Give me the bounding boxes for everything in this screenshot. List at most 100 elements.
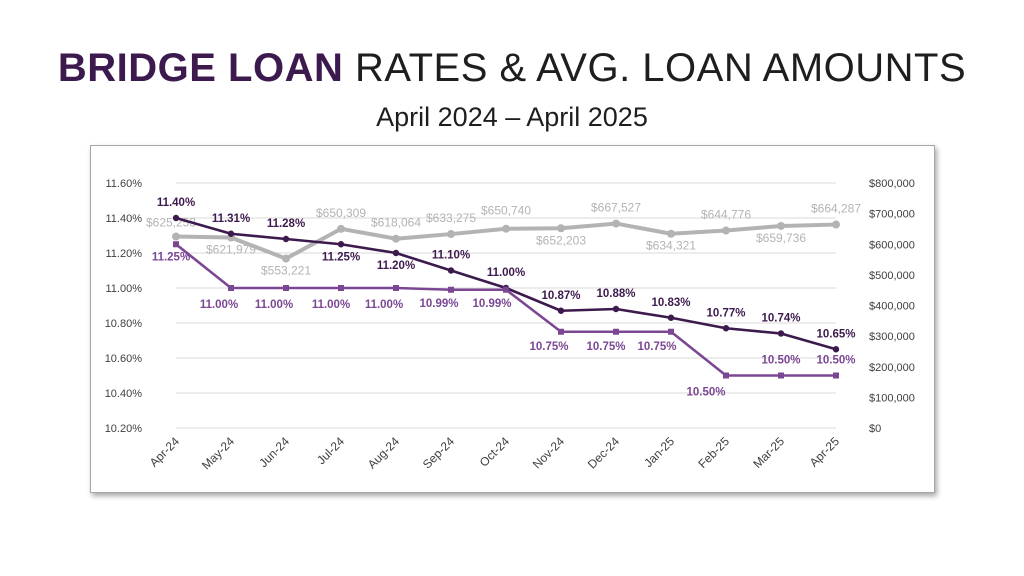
y-right-tick-label: $100,000 xyxy=(869,392,915,404)
data-point xyxy=(723,372,729,379)
data-label: 11.00% xyxy=(255,299,293,311)
data-label: 11.10% xyxy=(432,250,470,262)
x-tick-label: May-24 xyxy=(199,434,237,472)
data-point xyxy=(832,220,840,229)
y-right-tick-label: $300,000 xyxy=(869,331,915,343)
x-tick-label: Apr-25 xyxy=(807,434,843,470)
y-left-tick-label: 10.20% xyxy=(105,423,143,435)
data-label: 10.50% xyxy=(761,355,800,367)
data-point xyxy=(227,230,235,237)
data-point xyxy=(613,328,619,335)
chart-svg: 10.20% 10.40% 10.60% 10.80% 11.00% 11.20% 11.4… xyxy=(105,178,915,472)
data-label: $553,221 xyxy=(261,264,311,278)
data-label: 11.28% xyxy=(267,218,305,230)
data-label: 10.75% xyxy=(637,341,676,353)
y-right-tick-label: $200,000 xyxy=(869,362,915,374)
data-label: $644,776 xyxy=(701,208,751,222)
data-label: $667,527 xyxy=(591,201,641,215)
data-label: 10.83% xyxy=(651,297,690,309)
data-point xyxy=(393,285,399,291)
title-rest: RATES & AVG. LOAN AMOUNTS xyxy=(354,46,967,90)
chart-subtitle: April 2024 – April 2025 xyxy=(376,102,648,132)
x-tick-label: Nov-24 xyxy=(530,434,567,471)
data-point xyxy=(777,221,785,230)
data-label: $664,287 xyxy=(811,202,861,216)
data-point xyxy=(392,249,400,257)
title-accent: BRIDGE LOAN xyxy=(57,46,344,90)
x-tick-label: Oct-24 xyxy=(477,434,513,470)
data-label: 11.25% xyxy=(152,251,190,263)
data-point xyxy=(558,328,564,335)
y-right-tick-label: $800,000 xyxy=(869,178,915,190)
data-label: 10.75% xyxy=(529,341,568,353)
y-left-tick-label: 11.00% xyxy=(106,283,143,295)
data-point xyxy=(282,254,290,263)
y-right-tick-label: $600,000 xyxy=(869,239,915,251)
y-left-tick-label: 10.40% xyxy=(105,388,143,400)
x-tick-label: Sep-24 xyxy=(420,434,457,471)
x-tick-label: Jul-24 xyxy=(314,434,347,467)
data-point xyxy=(778,372,784,379)
y-left-tick-label: 11.60% xyxy=(106,178,143,190)
data-point xyxy=(172,232,180,241)
x-tick-label: Jan-25 xyxy=(641,434,677,470)
data-label: 11.00% xyxy=(365,299,403,311)
data-label: 10.75% xyxy=(586,341,625,353)
x-tick-label: Apr-24 xyxy=(147,434,183,470)
y-right-tick-label: $400,000 xyxy=(869,301,915,313)
data-point xyxy=(392,234,400,243)
x-tick-label: Dec-24 xyxy=(585,434,622,471)
data-point xyxy=(283,285,289,291)
data-point xyxy=(722,325,730,332)
data-point xyxy=(337,241,345,248)
data-point xyxy=(667,229,675,238)
y-left-tick-label: 10.60% xyxy=(105,353,143,365)
data-point xyxy=(447,267,455,274)
data-point xyxy=(668,328,674,335)
data-point xyxy=(557,307,565,314)
data-label: 11.00% xyxy=(200,299,238,311)
data-label: 11.25% xyxy=(322,251,360,263)
data-label: 10.74% xyxy=(761,313,800,325)
y-left-tick-label: 11.40% xyxy=(106,213,143,225)
x-tick-label: Aug-24 xyxy=(365,434,402,471)
data-point xyxy=(337,224,345,233)
y-right-tick-label: $0 xyxy=(869,423,881,435)
data-label: 10.65% xyxy=(816,328,855,340)
y-left-tick-label: 11.20% xyxy=(106,248,143,260)
series-line-2 xyxy=(175,216,837,351)
y-right-tick-label: $500,000 xyxy=(869,270,915,282)
data-point xyxy=(447,230,455,239)
data-label: $650,740 xyxy=(481,204,531,218)
y-right-tick-label: $700,000 xyxy=(869,209,915,221)
data-label: $621,979 xyxy=(206,243,256,257)
data-point xyxy=(722,226,730,235)
data-label: 11.00% xyxy=(487,267,525,279)
x-tick-label: Mar-25 xyxy=(750,434,787,471)
data-label: 10.99% xyxy=(419,298,458,310)
chart-area: 10.20% 10.40% 10.60% 10.80% 11.00% 11.20% 11.4… xyxy=(90,145,935,493)
data-point xyxy=(338,285,344,291)
x-tick-label: Jun-24 xyxy=(256,434,292,470)
data-point xyxy=(502,224,510,233)
data-label: $634,321 xyxy=(646,239,696,253)
data-label: 11.00% xyxy=(312,299,350,311)
data-label: $618,064 xyxy=(371,216,421,230)
data-point xyxy=(228,285,234,291)
data-label: 10.87% xyxy=(541,290,580,302)
x-tick-label: Feb-25 xyxy=(695,434,732,471)
data-label: $652,203 xyxy=(536,233,586,247)
data-point xyxy=(777,330,785,337)
data-label: 11.31% xyxy=(212,213,250,225)
data-point xyxy=(503,286,509,293)
data-point xyxy=(667,314,675,321)
data-label: 10.50% xyxy=(816,355,855,367)
data-label: 11.40% xyxy=(157,197,195,209)
data-label: 10.77% xyxy=(706,307,745,319)
data-point xyxy=(833,372,839,379)
data-point xyxy=(448,286,454,293)
data-label: 11.20% xyxy=(377,260,415,272)
chart-title: BRIDGE LOAN RATES & AVG. LOAN AMOUNTS xyxy=(0,44,1024,92)
data-label: $650,309 xyxy=(316,206,366,220)
data-point xyxy=(172,214,180,222)
